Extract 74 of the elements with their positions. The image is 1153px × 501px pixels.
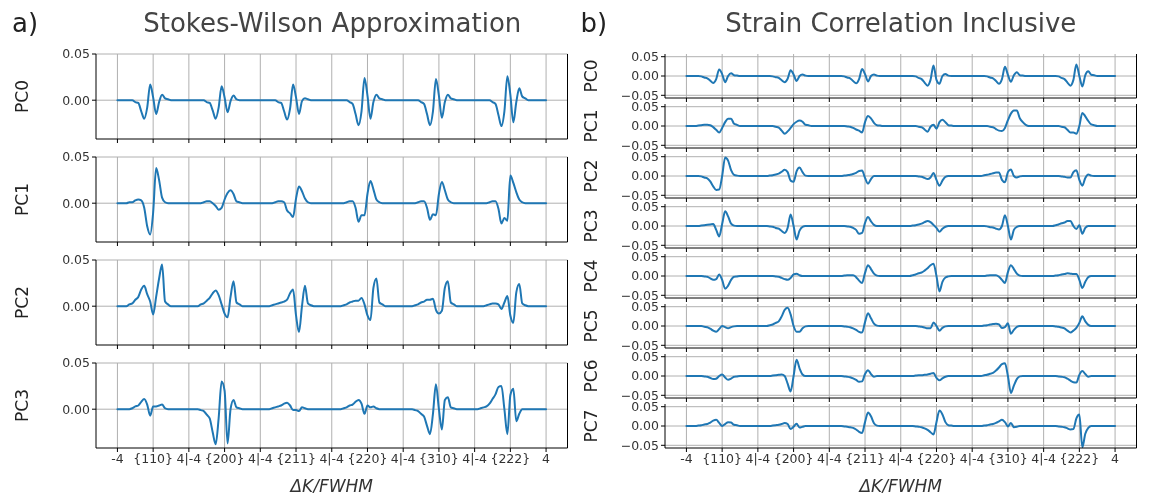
text: b) xyxy=(580,8,608,38)
y-axis-title: PC3 xyxy=(12,389,33,422)
x-tick-label: 4|-4 xyxy=(959,450,985,466)
x-tick-label: 4|-4 xyxy=(1030,450,1056,466)
line-series xyxy=(684,156,1116,191)
x-tick-label: {110} xyxy=(701,450,742,466)
x-tick-label: 4|-4 xyxy=(462,450,487,466)
x-tick-label: {220} xyxy=(347,450,388,466)
y-tick-label: 0.00 xyxy=(630,368,659,384)
x-tick-label: 4|-4 xyxy=(816,450,842,466)
x-tick-label: {310} xyxy=(419,450,459,466)
x-tick-label: 4|-4 xyxy=(319,450,345,466)
y-axis-title: PC5 xyxy=(580,309,601,343)
y-tick-label: 0.00 xyxy=(62,401,91,417)
y-tick-label: 0.00 xyxy=(62,92,91,108)
x-tick-label: {200} xyxy=(204,450,245,466)
line-series xyxy=(684,262,1116,293)
x-tick-label: {220} xyxy=(916,450,956,466)
y-axis-title: PC0 xyxy=(12,80,33,113)
x-tick-label: {211} xyxy=(276,450,316,466)
x-tick-label: 4|-4 xyxy=(390,450,416,466)
x-tick-label: 4|-4 xyxy=(247,450,273,466)
x-tick-label: {222} xyxy=(490,450,531,466)
x-tick-label: {310} xyxy=(987,450,1028,466)
y-tick-label: 0.05 xyxy=(630,49,659,65)
x-axis-title: ΔK/FWHM xyxy=(856,476,942,496)
y-tick-label: 0.00 xyxy=(630,318,659,334)
y-axis-title: PC7 xyxy=(580,409,601,443)
line-series xyxy=(116,263,548,334)
x-tick-label: -4 xyxy=(679,450,693,466)
y-axis-title: PC4 xyxy=(580,259,601,293)
y-axis-title: PC3 xyxy=(580,209,601,243)
y-tick-label: 0.00 xyxy=(630,168,659,184)
y-tick-label: 0.05 xyxy=(62,149,90,165)
y-tick-label: 0.05 xyxy=(62,46,90,62)
x-tick-label: 4|-4 xyxy=(745,450,770,466)
y-tick-label: −0.05 xyxy=(620,437,659,453)
x-tick-label: {110} xyxy=(133,450,174,466)
y-tick-label: 0.00 xyxy=(62,195,91,211)
y-tick-label: 0.05 xyxy=(62,355,90,371)
chart-title: Stokes-Wilson Approximation xyxy=(142,8,523,38)
x-tick-label: {200} xyxy=(773,450,813,466)
x-tick-label: 4 xyxy=(542,450,551,466)
line-series xyxy=(116,167,548,236)
x-axis-title: ΔK/FWHM xyxy=(288,476,374,496)
x-tick-label: 4|-4 xyxy=(176,450,202,466)
y-tick-label: 0.00 xyxy=(630,118,659,134)
x-tick-label: 4|-4 xyxy=(887,450,913,466)
y-axis-title: PC2 xyxy=(580,159,601,193)
y-tick-label: 0.00 xyxy=(62,298,91,314)
y-axis-title: PC1 xyxy=(12,183,33,216)
y-tick-label: 0.05 xyxy=(62,252,90,268)
x-tick-label: {211} xyxy=(844,450,885,466)
x-tick-label: -4 xyxy=(111,450,124,466)
line-series xyxy=(116,75,548,128)
y-axis-title: PC6 xyxy=(580,359,601,393)
line-series xyxy=(684,63,1116,88)
y-axis-title: PC1 xyxy=(580,109,601,143)
y-tick-label: 0.00 xyxy=(630,218,659,234)
line-series xyxy=(684,409,1116,448)
y-tick-label: 0.00 xyxy=(630,268,659,284)
x-tick-label: 4 xyxy=(1110,450,1119,466)
line-series xyxy=(116,380,548,446)
y-tick-label: 0.00 xyxy=(630,418,659,434)
y-axis-title: PC2 xyxy=(12,286,33,319)
y-axis-title: PC0 xyxy=(580,59,601,93)
line-series xyxy=(684,358,1116,394)
chart-title: Strain Correlation Inclusive xyxy=(724,8,1078,38)
text: a) xyxy=(12,8,39,38)
x-tick-label: {222} xyxy=(1058,450,1099,466)
y-tick-label: 0.00 xyxy=(630,68,659,84)
line-series xyxy=(684,210,1116,241)
line-series xyxy=(684,306,1116,335)
line-series xyxy=(684,109,1116,135)
